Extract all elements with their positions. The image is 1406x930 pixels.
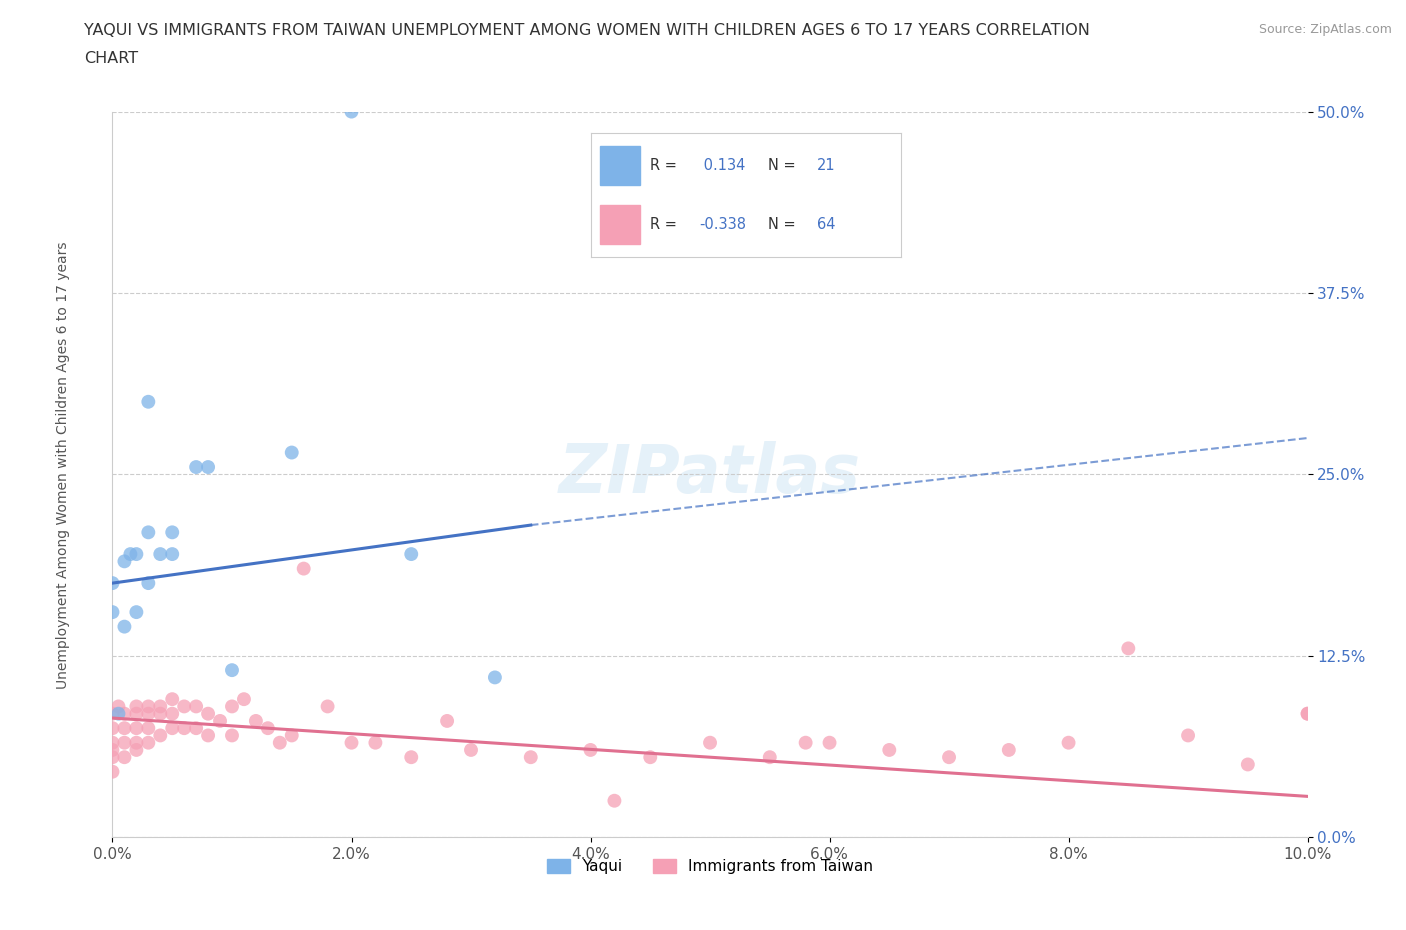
Point xyxy=(186,721,208,736)
Text: YAQUI VS IMMIGRANTS FROM TAIWAN UNEMPLOYMENT AMONG WOMEN WITH CHILDREN AGES 6 TO: YAQUI VS IMMIGRANTS FROM TAIWAN UNEMPLOY… xyxy=(84,23,1090,38)
Point xyxy=(138,576,160,591)
Point xyxy=(699,736,721,751)
Point xyxy=(125,699,148,714)
Point xyxy=(101,742,124,757)
Point xyxy=(162,721,183,736)
Point xyxy=(162,692,183,707)
Text: Source: ZipAtlas.com: Source: ZipAtlas.com xyxy=(1258,23,1392,36)
Point xyxy=(101,721,124,736)
Point xyxy=(125,547,148,562)
Point xyxy=(257,721,280,736)
Point xyxy=(460,742,482,757)
Point xyxy=(879,742,901,757)
Point xyxy=(125,742,148,757)
Point xyxy=(138,394,160,409)
Point xyxy=(209,713,232,728)
Point xyxy=(520,750,543,764)
Point xyxy=(138,699,160,714)
Point xyxy=(125,736,148,751)
Point xyxy=(1177,728,1199,743)
Point xyxy=(173,699,195,714)
Text: ZIPatlas: ZIPatlas xyxy=(560,442,860,507)
Point xyxy=(138,706,160,721)
Point xyxy=(107,706,129,721)
Point xyxy=(125,604,148,619)
Point xyxy=(221,663,243,678)
Point xyxy=(759,750,782,764)
Point xyxy=(120,547,142,562)
Point xyxy=(221,699,243,714)
Point xyxy=(938,750,960,764)
Point xyxy=(484,670,506,684)
Point xyxy=(401,750,423,764)
Point xyxy=(998,742,1021,757)
Point xyxy=(114,721,135,736)
Point xyxy=(138,525,160,539)
Point xyxy=(281,728,304,743)
Point xyxy=(197,728,219,743)
Point xyxy=(818,736,841,751)
Legend: Yaqui, Immigrants from Taiwan: Yaqui, Immigrants from Taiwan xyxy=(541,853,879,880)
Point xyxy=(364,736,387,751)
Point xyxy=(114,706,135,721)
Point xyxy=(1296,706,1319,721)
Point xyxy=(138,736,160,751)
Point xyxy=(233,692,256,707)
Point xyxy=(281,445,304,460)
Point xyxy=(162,706,183,721)
Point xyxy=(149,699,172,714)
Point xyxy=(125,706,148,721)
Point xyxy=(197,459,219,474)
Point xyxy=(114,554,135,569)
Point xyxy=(125,721,148,736)
Point xyxy=(101,604,124,619)
Point xyxy=(316,699,339,714)
Point xyxy=(138,721,160,736)
Point xyxy=(1296,706,1319,721)
Point xyxy=(340,104,363,119)
Point xyxy=(197,706,219,721)
Point xyxy=(186,459,208,474)
Point xyxy=(149,547,172,562)
Point xyxy=(101,576,124,591)
Point xyxy=(149,706,172,721)
Point xyxy=(173,721,195,736)
Point xyxy=(603,793,626,808)
Point xyxy=(340,736,363,751)
Point xyxy=(245,713,267,728)
Point xyxy=(401,547,423,562)
Point xyxy=(101,750,124,764)
Point xyxy=(1118,641,1140,656)
Point xyxy=(162,525,183,539)
Point xyxy=(640,750,662,764)
Point xyxy=(101,764,124,779)
Point xyxy=(107,699,129,714)
Point xyxy=(101,706,124,721)
Point xyxy=(292,561,315,576)
Point xyxy=(269,736,291,751)
Point xyxy=(162,547,183,562)
Point xyxy=(1237,757,1260,772)
Point xyxy=(794,736,817,751)
Point xyxy=(221,728,243,743)
Point xyxy=(149,728,172,743)
Point xyxy=(436,713,458,728)
Point xyxy=(186,699,208,714)
Point xyxy=(114,750,135,764)
Point xyxy=(579,742,602,757)
Point xyxy=(101,736,124,751)
Text: CHART: CHART xyxy=(84,51,138,66)
Text: Unemployment Among Women with Children Ages 6 to 17 years: Unemployment Among Women with Children A… xyxy=(56,241,70,689)
Point xyxy=(114,619,135,634)
Point xyxy=(114,736,135,751)
Point xyxy=(1057,736,1080,751)
